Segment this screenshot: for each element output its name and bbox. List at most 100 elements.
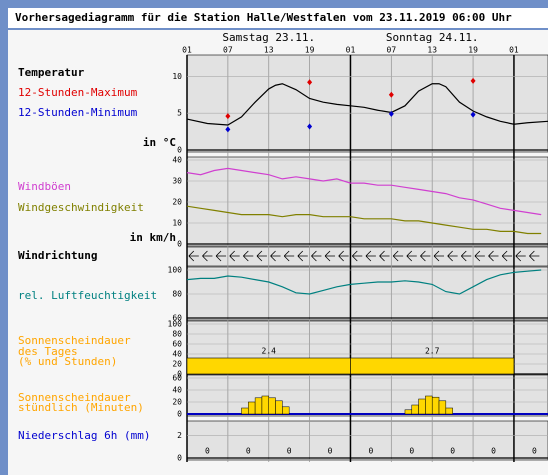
wind-arrow [338, 250, 349, 262]
y-tick-label: 0 [177, 454, 182, 463]
bar [268, 397, 276, 415]
precip-label: 0 [246, 447, 251, 456]
point [470, 111, 476, 118]
title-bar [8, 8, 548, 28]
y-tick-label: 20 [172, 360, 182, 369]
point [388, 91, 394, 98]
panel-bg [186, 266, 548, 321]
precip-label: 0 [450, 447, 455, 456]
hour-label: 13 [427, 46, 437, 55]
wind-arrow [311, 250, 322, 262]
precip-label: 0 [328, 447, 333, 456]
legend-label: 12-Stunden-Minimum [18, 106, 138, 119]
legend-label: Windgeschwindigkeit [18, 201, 144, 214]
precip-label: 0 [205, 447, 210, 456]
wind-arrow [515, 250, 526, 262]
point [388, 110, 394, 117]
bar [350, 357, 515, 375]
series-line [186, 269, 542, 295]
y-tick-label: 10 [172, 72, 182, 81]
wind-arrow [324, 250, 336, 262]
series-line [186, 205, 542, 235]
hour-label: 01 [182, 46, 192, 55]
hour-label: 13 [264, 46, 274, 55]
wind-arrow [379, 250, 390, 262]
hour-label: 07 [387, 46, 397, 55]
y-tick-label: 40 [172, 350, 182, 359]
precip-label: 0 [532, 447, 537, 456]
y-tick-label: 40 [172, 386, 182, 395]
panel-label: (% und Stunden) [18, 355, 117, 368]
panel-bg [186, 54, 548, 153]
bar [404, 409, 413, 415]
day-label: Samstag 23.11. [222, 31, 315, 44]
wind-arrow [474, 250, 485, 262]
bar [254, 397, 263, 415]
wind-direction-label: Windrichtung [18, 249, 97, 262]
wind-arrow [352, 250, 363, 262]
bar [418, 398, 426, 415]
series-line [186, 167, 542, 216]
panel-label: Niederschlag 6h (mm) [18, 429, 150, 442]
wind-arrow [420, 250, 431, 262]
wind-arrow [460, 250, 472, 262]
hour-label: 07 [223, 46, 233, 55]
bar [431, 396, 440, 415]
precip-label: 0 [491, 447, 496, 456]
bar [282, 406, 290, 415]
wind-arrow [215, 250, 227, 262]
y-tick-label: 30 [172, 177, 182, 186]
bar [261, 395, 269, 415]
hour-label: 19 [468, 46, 478, 55]
wind-arrow [447, 250, 458, 262]
y-tick-label: 10 [172, 219, 182, 228]
point [470, 77, 476, 84]
y-tick-label: 0 [177, 146, 182, 155]
wind-arrow [501, 250, 513, 262]
y-tick-label: 5 [177, 109, 182, 118]
wind-arrow [488, 250, 499, 262]
wind-arrow [297, 250, 308, 262]
wind-arrow [433, 250, 445, 262]
y-tick-label: 20 [172, 198, 182, 207]
bar [248, 401, 256, 415]
bar [241, 407, 249, 415]
legend-label: 12-Stunden-Maximum [18, 86, 138, 99]
y-tick-label: 2 [177, 431, 182, 440]
y-tick-label: 80 [172, 330, 182, 339]
y-tick-label: 100 [168, 320, 183, 329]
y-tick-label: 60 [172, 314, 182, 323]
y-tick-label: 60 [172, 340, 182, 349]
wind-arrow [229, 250, 240, 262]
y-tick-label: 0 [177, 410, 182, 419]
bar [186, 357, 351, 375]
panel-label: stündlich (Minuten) [18, 401, 144, 414]
day-label: Sonntag 24.11. [386, 31, 479, 44]
panel-label: Sonnenscheindauer [18, 391, 131, 404]
hour-label: 19 [305, 46, 315, 55]
y-tick-label: 40 [172, 156, 182, 165]
bar [445, 407, 453, 415]
legend-label: Temperatur [18, 66, 85, 79]
legend-label: rel. Luftfeuchtigkeit [18, 289, 157, 302]
point [307, 79, 313, 86]
wind-arrow [243, 250, 254, 262]
y-tick-label: 80 [172, 290, 182, 299]
legend-label: Windböen [18, 180, 71, 193]
y-tick-label: 20 [172, 398, 182, 407]
precip-label: 0 [409, 447, 414, 456]
bar [438, 400, 447, 415]
wind-arrow [202, 250, 213, 262]
wind-arrow [188, 250, 199, 262]
hours-label: 2.7 [425, 347, 440, 356]
wind-arrow [406, 250, 417, 262]
bar [275, 400, 283, 415]
wind-arrow [283, 250, 295, 262]
panel-label: Sonnenscheindauer [18, 334, 131, 347]
hour-label: 01 [509, 46, 519, 55]
panel-bg [186, 246, 548, 267]
title: Vorhersagediagramm für die Station Halle… [15, 11, 512, 24]
precip-label: 0 [287, 447, 292, 456]
y-tick-label: 100 [168, 266, 183, 275]
